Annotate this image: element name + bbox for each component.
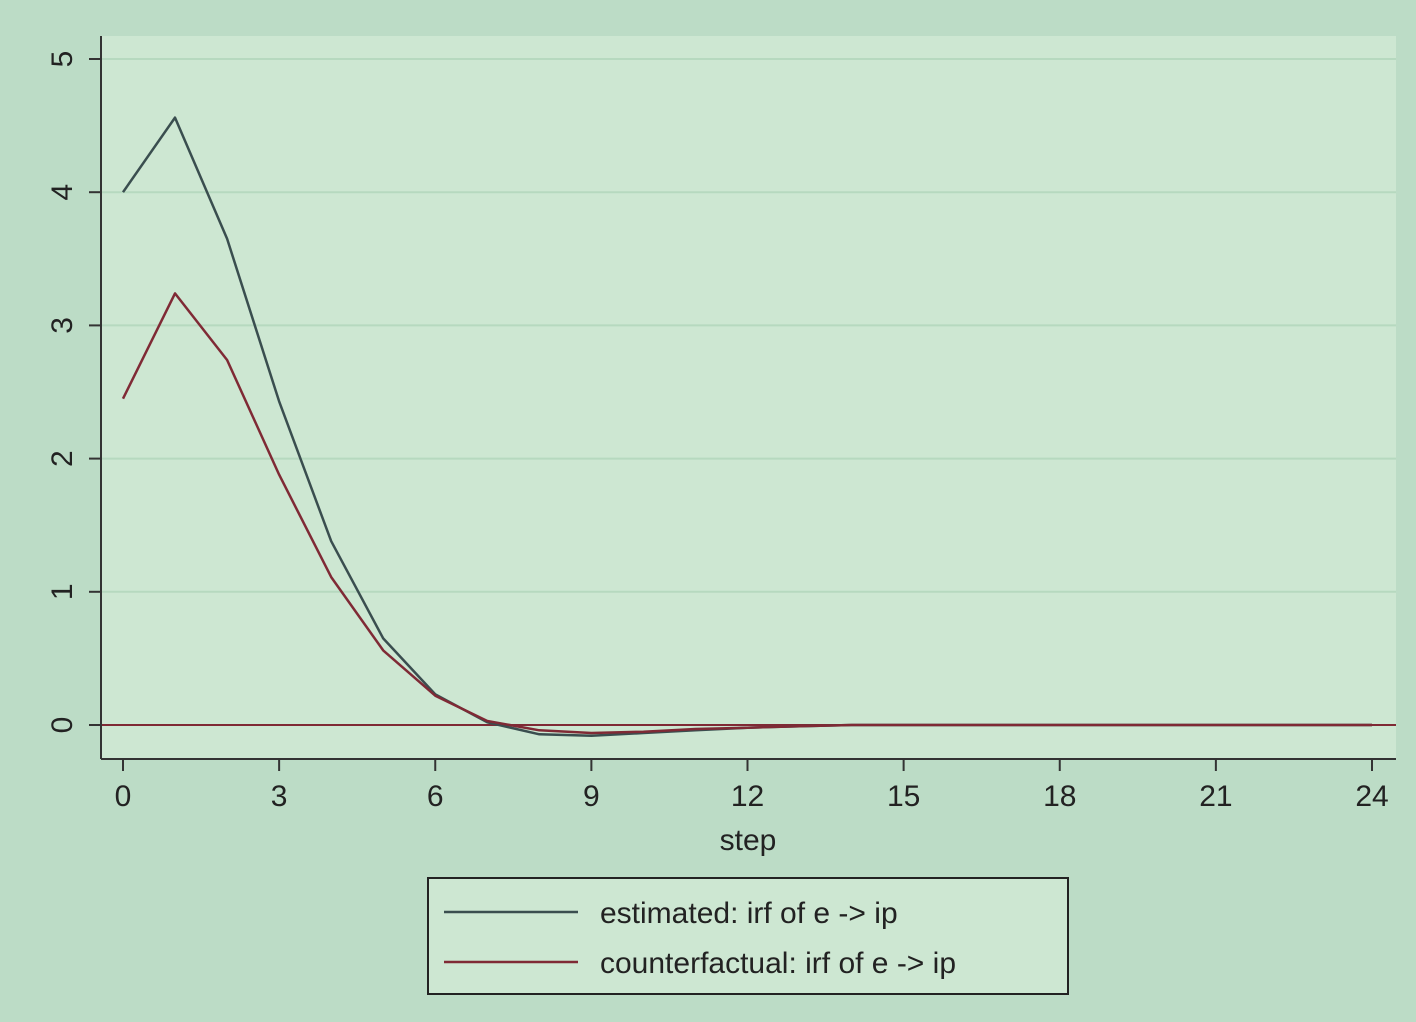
y-tick-label-1: 1 (46, 583, 79, 600)
y-tick-label-5: 5 (46, 51, 79, 68)
plot-area (101, 36, 1396, 759)
y-tick-label-4: 4 (46, 184, 79, 201)
x-tick-label-9: 9 (583, 780, 600, 813)
x-axis-title: step (720, 824, 777, 857)
x-tick-label-24: 24 (1355, 780, 1388, 813)
y-tick-label-3: 3 (46, 317, 79, 334)
legend-box (427, 877, 1069, 995)
y-tick-label-0: 0 (46, 717, 79, 734)
x-tick-labels: 0 3 6 9 12 15 18 21 24 (115, 759, 1389, 813)
series-lines (121, 116, 1372, 737)
x-tick-label-12: 12 (731, 780, 764, 813)
legend-label-counterfactual: counterfactual: irf of e -> ip (600, 947, 956, 980)
legend: estimated: irf of e -> ip counterfactual… (427, 877, 1069, 995)
x-tick-label-0: 0 (115, 780, 132, 813)
legend-label-estimated: estimated: irf of e -> ip (600, 897, 898, 930)
x-tick-label-3: 3 (271, 780, 288, 813)
x-tick-label-6: 6 (427, 780, 444, 813)
x-tick-label-18: 18 (1043, 780, 1076, 813)
x-tick-label-21: 21 (1199, 780, 1232, 813)
series-line-counterfactual (121, 292, 1372, 735)
y-tick-labels: 0 1 2 3 4 5 (46, 51, 101, 734)
grid-lines (101, 58, 1396, 593)
x-tick-label-15: 15 (887, 780, 920, 813)
y-tick-label-2: 2 (46, 450, 79, 467)
